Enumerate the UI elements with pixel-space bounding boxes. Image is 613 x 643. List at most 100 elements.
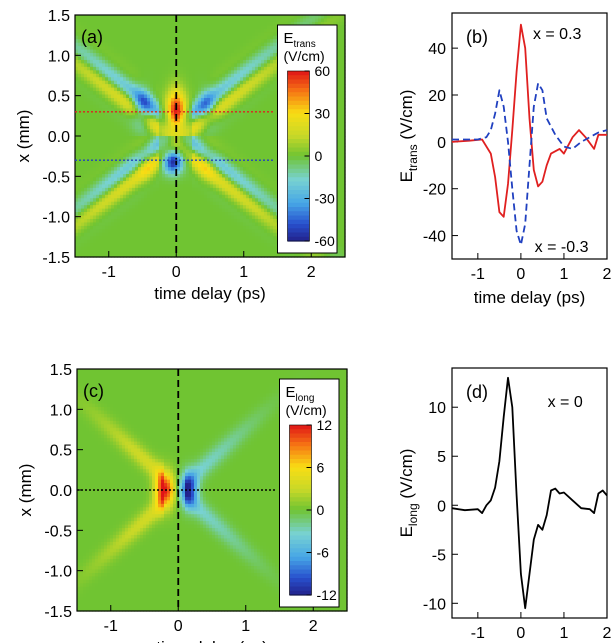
heatmap-cell <box>171 70 175 75</box>
heatmap-cell <box>78 191 82 196</box>
heatmap-cell <box>87 246 91 251</box>
heatmap-cell <box>165 136 169 141</box>
heatmap-cell <box>192 25 196 30</box>
heatmap-cell <box>159 191 163 196</box>
heatmap-cell <box>219 177 223 182</box>
heatmap-cell <box>102 59 106 64</box>
heatmap-cell <box>168 125 172 130</box>
heatmap-cell <box>108 160 112 165</box>
heatmap-cell <box>171 94 175 99</box>
heatmap-cell <box>234 232 238 237</box>
heatmap-cell <box>120 239 124 244</box>
heatmap-cell <box>126 149 130 154</box>
heatmap-cell <box>207 208 211 213</box>
heatmap-cell <box>186 101 190 106</box>
heatmap-cell <box>150 108 154 113</box>
heatmap-cell <box>123 174 127 179</box>
heatmap-cell <box>183 91 187 96</box>
heatmap-cell <box>138 215 142 220</box>
heatmap-cell <box>129 25 133 30</box>
heatmap-cell <box>210 84 214 89</box>
heatmap-cell <box>159 180 163 185</box>
heatmap-cell <box>165 59 169 64</box>
heatmap-cell <box>201 35 205 40</box>
heatmap-cell <box>162 246 166 251</box>
heatmap-cell <box>138 180 142 185</box>
heatmap-cell <box>192 215 196 220</box>
heatmap-cell <box>174 77 178 82</box>
heatmap-cell <box>75 87 79 92</box>
heatmap-cell <box>111 184 115 189</box>
heatmap-cell <box>123 49 127 54</box>
heatmap-cell <box>135 15 139 20</box>
heatmap-cell <box>159 174 163 179</box>
heatmap-cell <box>168 42 172 47</box>
heatmap-cell <box>126 94 130 99</box>
heatmap-cell <box>201 163 205 168</box>
heatmap-cell <box>75 239 79 244</box>
heatmap-cell <box>216 21 220 26</box>
heatmap-cell <box>126 104 130 109</box>
heatmap-cell <box>144 205 148 210</box>
heatmap-cell <box>132 229 136 234</box>
heatmap-cell <box>186 136 190 141</box>
heatmap-cell <box>213 191 217 196</box>
heatmap-cell <box>216 28 220 33</box>
heatmap-cell <box>150 201 154 206</box>
heatmap-cell <box>213 111 217 116</box>
heatmap-cell <box>78 46 82 51</box>
heatmap-cell <box>114 243 118 248</box>
heatmap-cell <box>192 243 196 248</box>
heatmap-cell <box>111 101 115 106</box>
heatmap-cell <box>78 25 82 30</box>
heatmap-cell <box>162 177 166 182</box>
heatmap-cell <box>156 97 160 103</box>
heatmap-cell <box>108 66 112 71</box>
heatmap-cell <box>102 118 106 123</box>
heatmap-cell <box>192 236 196 241</box>
heatmap-cell <box>78 212 82 217</box>
heatmap-cell <box>171 177 175 182</box>
heatmap-cell <box>93 101 97 106</box>
heatmap-cell <box>78 239 82 244</box>
heatmap-cell <box>177 73 181 78</box>
heatmap-cell <box>102 232 106 237</box>
heatmap-cell <box>195 111 199 116</box>
heatmap-cell <box>84 46 88 51</box>
heatmap-cell <box>204 225 208 230</box>
heatmap-cell <box>186 160 190 165</box>
heatmap-cell <box>225 243 229 248</box>
heatmap-cell <box>108 104 112 109</box>
heatmap-cell <box>243 104 247 109</box>
heatmap-cell <box>165 139 169 144</box>
heatmap-cell <box>105 18 109 23</box>
heatmap-cell <box>240 250 244 255</box>
heatmap-cell <box>231 167 235 172</box>
heatmap-cell <box>117 146 121 151</box>
heatmap-cell <box>111 42 115 47</box>
heatmap-cell <box>189 18 193 23</box>
heatmap-cell <box>102 104 106 109</box>
heatmap-cell <box>126 56 130 61</box>
heatmap-cell <box>213 246 217 251</box>
heatmap-cell <box>201 66 205 71</box>
heatmap-cell <box>138 39 142 44</box>
heatmap-cell <box>177 212 181 217</box>
heatmap-cell <box>111 146 115 151</box>
heatmap-cell <box>189 250 193 255</box>
heatmap-cell <box>147 232 151 237</box>
heatmap-cell <box>234 229 238 234</box>
heatmap-cell <box>75 184 79 189</box>
heatmap-cell <box>87 42 91 47</box>
heatmap-cell <box>81 212 85 217</box>
heatmap-cell <box>114 129 118 134</box>
heatmap-cell <box>105 80 109 85</box>
heatmap-cell <box>183 180 187 185</box>
heatmap-cell <box>123 104 127 109</box>
heatmap-cell <box>183 66 187 71</box>
heatmap-cell <box>93 191 97 196</box>
heatmap-cell <box>78 250 82 255</box>
heatmap-cell <box>132 239 136 244</box>
heatmap-cell <box>114 42 118 47</box>
heatmap-cell <box>102 163 106 168</box>
